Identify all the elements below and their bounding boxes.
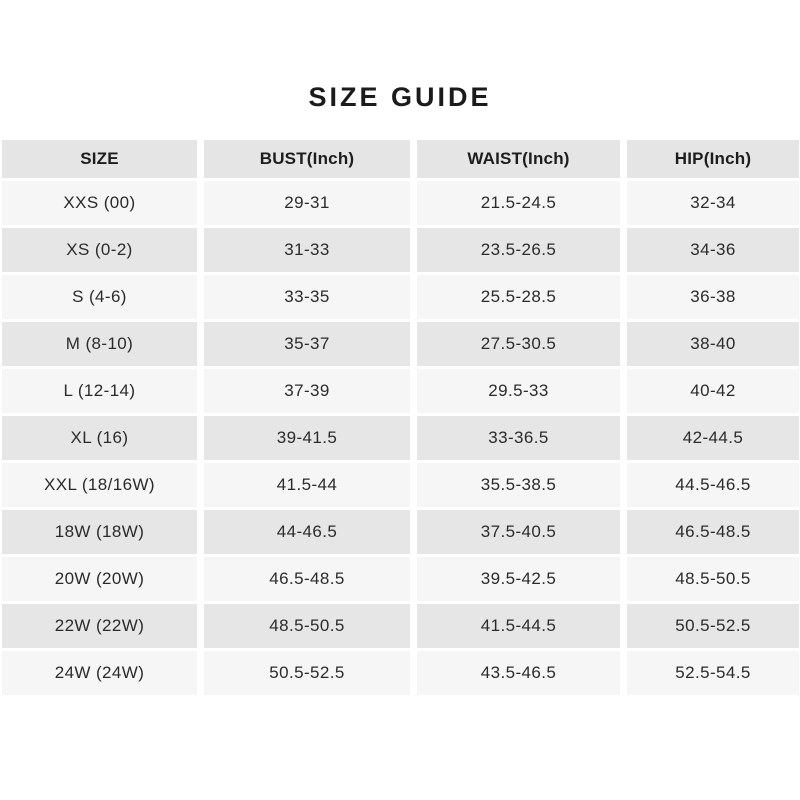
table-row: XL (16) 39-41.5 33-36.5 42-44.5 (2, 416, 799, 460)
waist-cell: 25.5-28.5 (417, 275, 620, 319)
table-row: 22W (22W) 48.5-50.5 41.5-44.5 50.5-52.5 (2, 604, 799, 648)
waist-cell: 29.5-33 (417, 369, 620, 413)
table-row: XXL (18/16W) 41.5-44 35.5-38.5 44.5-46.5 (2, 463, 799, 507)
size-cell: 24W (24W) (2, 651, 197, 695)
hip-cell: 46.5-48.5 (627, 510, 799, 554)
table-row: 18W (18W) 44-46.5 37.5-40.5 46.5-48.5 (2, 510, 799, 554)
size-cell: 20W (20W) (2, 557, 197, 601)
size-cell: XS (0-2) (2, 228, 197, 272)
column-header-hip: HIP(Inch) (627, 140, 799, 178)
waist-cell: 37.5-40.5 (417, 510, 620, 554)
column-header-waist: WAIST(Inch) (417, 140, 620, 178)
bust-cell: 48.5-50.5 (204, 604, 410, 648)
waist-cell: 33-36.5 (417, 416, 620, 460)
table-row: XS (0-2) 31-33 23.5-26.5 34-36 (2, 228, 799, 272)
size-cell: 18W (18W) (2, 510, 197, 554)
bust-cell: 29-31 (204, 181, 410, 225)
hip-cell: 44.5-46.5 (627, 463, 799, 507)
bust-cell: 33-35 (204, 275, 410, 319)
bust-cell: 41.5-44 (204, 463, 410, 507)
waist-cell: 43.5-46.5 (417, 651, 620, 695)
waist-cell: 27.5-30.5 (417, 322, 620, 366)
hip-cell: 38-40 (627, 322, 799, 366)
size-cell: XXL (18/16W) (2, 463, 197, 507)
table-row: 20W (20W) 46.5-48.5 39.5-42.5 48.5-50.5 (2, 557, 799, 601)
table-row: S (4-6) 33-35 25.5-28.5 36-38 (2, 275, 799, 319)
table-row: M (8-10) 35-37 27.5-30.5 38-40 (2, 322, 799, 366)
column-header-bust: BUST(Inch) (204, 140, 410, 178)
bust-cell: 44-46.5 (204, 510, 410, 554)
hip-cell: 32-34 (627, 181, 799, 225)
hip-cell: 52.5-54.5 (627, 651, 799, 695)
waist-cell: 35.5-38.5 (417, 463, 620, 507)
table-row: XXS (00) 29-31 21.5-24.5 32-34 (2, 181, 799, 225)
waist-cell: 23.5-26.5 (417, 228, 620, 272)
hip-cell: 40-42 (627, 369, 799, 413)
bust-cell: 35-37 (204, 322, 410, 366)
column-header-size: SIZE (2, 140, 197, 178)
size-cell: L (12-14) (2, 369, 197, 413)
bust-cell: 31-33 (204, 228, 410, 272)
page-title: SIZE GUIDE (308, 82, 492, 112)
hip-cell: 34-36 (627, 228, 799, 272)
bust-cell: 39-41.5 (204, 416, 410, 460)
size-cell: XL (16) (2, 416, 197, 460)
waist-cell: 21.5-24.5 (417, 181, 620, 225)
size-cell: S (4-6) (2, 275, 197, 319)
waist-cell: 41.5-44.5 (417, 604, 620, 648)
waist-cell: 39.5-42.5 (417, 557, 620, 601)
size-cell: M (8-10) (2, 322, 197, 366)
hip-cell: 42-44.5 (627, 416, 799, 460)
hip-cell: 50.5-52.5 (627, 604, 799, 648)
hip-cell: 48.5-50.5 (627, 557, 799, 601)
size-cell: 22W (22W) (2, 604, 197, 648)
size-guide-table: SIZE BUST(Inch) WAIST(Inch) HIP(Inch) XX… (2, 140, 799, 698)
size-cell: XXS (00) (2, 181, 197, 225)
bust-cell: 46.5-48.5 (204, 557, 410, 601)
hip-cell: 36-38 (627, 275, 799, 319)
table-row: L (12-14) 37-39 29.5-33 40-42 (2, 369, 799, 413)
table-row: 24W (24W) 50.5-52.5 43.5-46.5 52.5-54.5 (2, 651, 799, 695)
table-header-row: SIZE BUST(Inch) WAIST(Inch) HIP(Inch) (2, 140, 799, 178)
bust-cell: 50.5-52.5 (204, 651, 410, 695)
bust-cell: 37-39 (204, 369, 410, 413)
